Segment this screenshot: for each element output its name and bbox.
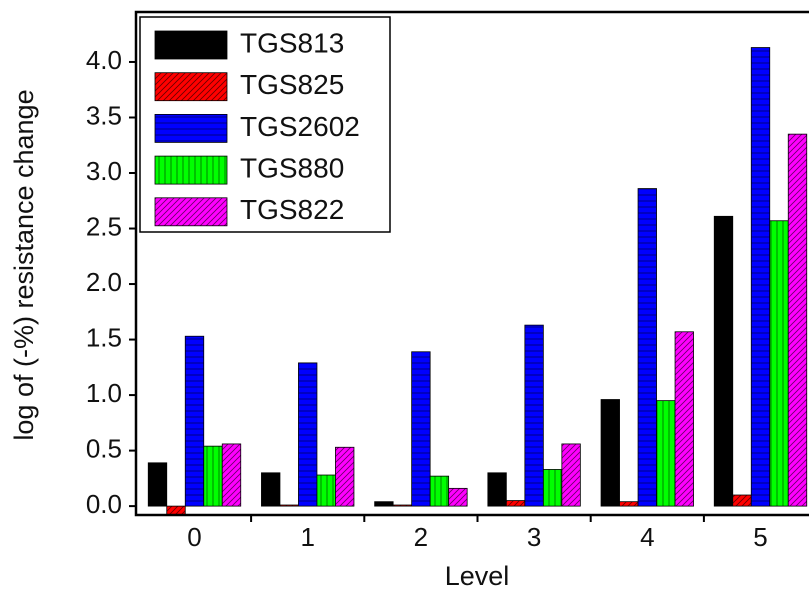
bar xyxy=(637,188,657,507)
legend-swatch xyxy=(154,155,228,185)
bar xyxy=(656,400,676,507)
y-axis-title: log of (-%) resistance change xyxy=(9,89,39,440)
legend-swatch xyxy=(154,197,228,227)
x-tick-label: 0 xyxy=(187,522,201,552)
bar xyxy=(203,445,223,507)
bar xyxy=(221,443,242,507)
bar xyxy=(261,472,281,507)
y-tick-label: 3.5 xyxy=(86,100,122,130)
bar xyxy=(769,220,789,507)
bar xyxy=(619,501,639,507)
bar xyxy=(184,335,205,507)
bar xyxy=(392,504,413,507)
legend-swatch xyxy=(154,114,228,143)
bar xyxy=(279,504,299,507)
bar xyxy=(674,331,694,507)
y-tick-label: 2.0 xyxy=(86,267,122,297)
bar xyxy=(335,446,355,507)
y-tick-label: 1.0 xyxy=(86,378,122,408)
bar xyxy=(147,462,168,507)
bar xyxy=(298,362,318,507)
legend-label: TGS822 xyxy=(240,194,344,225)
y-tick-label: 3.0 xyxy=(86,156,122,186)
bar xyxy=(487,472,507,507)
x-tick-label: 4 xyxy=(640,522,654,552)
bar xyxy=(750,47,771,507)
x-tick-label: 2 xyxy=(414,522,428,552)
x-tick-label: 3 xyxy=(527,522,541,552)
x-tick-label: 5 xyxy=(753,522,767,552)
bar xyxy=(429,475,450,507)
bar xyxy=(732,494,752,507)
legend-label: TGS813 xyxy=(240,27,344,58)
x-axis-title: Level xyxy=(445,561,510,591)
bar xyxy=(787,133,808,507)
legend-label: TGS825 xyxy=(240,69,344,100)
bar xyxy=(542,469,563,507)
bar xyxy=(316,474,336,507)
legend-swatch xyxy=(154,30,228,60)
bar xyxy=(561,443,581,507)
bar xyxy=(411,351,431,507)
bar xyxy=(374,501,394,507)
bar xyxy=(448,487,468,507)
bar xyxy=(713,215,734,507)
y-tick-label: 2.5 xyxy=(86,211,122,241)
bar xyxy=(505,500,526,507)
y-tick-label: 0.5 xyxy=(86,433,122,463)
bar xyxy=(600,399,620,507)
x-tick-label: 1 xyxy=(300,522,314,552)
plot-frame xyxy=(134,10,809,517)
legend-label: TGS880 xyxy=(240,152,344,183)
legend-label: TGS2602 xyxy=(240,111,360,142)
y-tick-label: 1.5 xyxy=(86,322,122,352)
bar xyxy=(166,505,186,516)
bar xyxy=(524,324,544,507)
y-tick-label: 4.0 xyxy=(86,45,122,75)
legend-swatch xyxy=(154,72,228,102)
y-tick-label: 0.0 xyxy=(86,489,122,519)
